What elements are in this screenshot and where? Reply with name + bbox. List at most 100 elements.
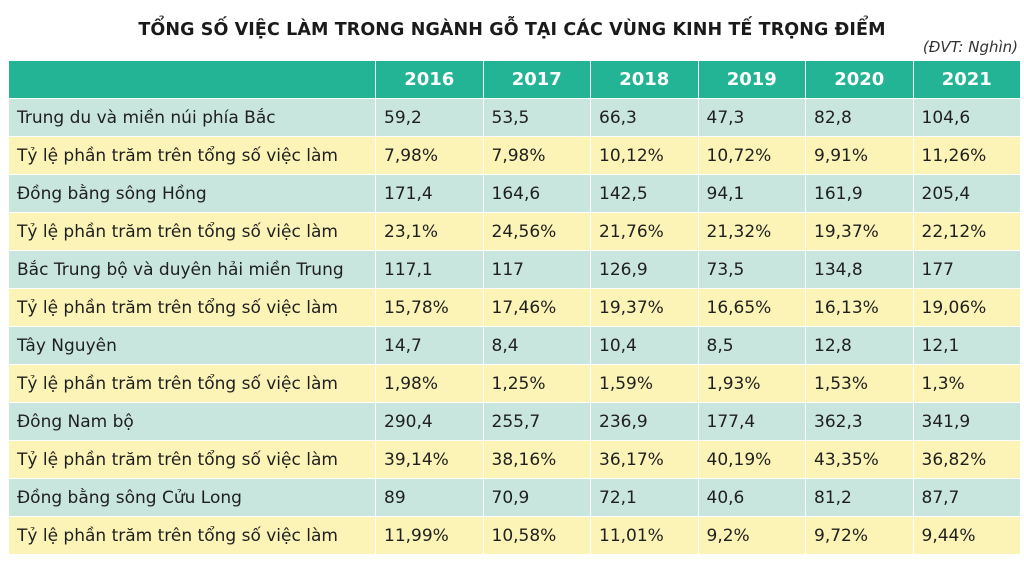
value-cell: 104,6 bbox=[912, 98, 1021, 137]
percent-row: Tỷ lệ phần trăm trên tổng số việc làm 23,… bbox=[8, 212, 1021, 251]
value-cell: 11,26% bbox=[912, 136, 1021, 175]
percent-row: Tỷ lệ phần trăm trên tổng số việc làm 1,9… bbox=[8, 364, 1021, 403]
value-cell: 17,46% bbox=[482, 288, 591, 327]
value-cell: 205,4 bbox=[912, 174, 1021, 213]
value-cell: 47,3 bbox=[697, 98, 806, 137]
value-cell: 9,44% bbox=[912, 516, 1021, 555]
value-cell: 9,72% bbox=[805, 516, 914, 555]
year-header: 2020 bbox=[805, 60, 914, 99]
row-label: Tỷ lệ phần trăm trên tổng số việc làm bbox=[8, 440, 376, 479]
row-label: Tỷ lệ phần trăm trên tổng số việc làm bbox=[8, 516, 376, 555]
value-cell: 87,7 bbox=[912, 478, 1021, 517]
value-cell: 82,8 bbox=[805, 98, 914, 137]
row-label: Tây Nguyên bbox=[8, 326, 376, 365]
year-header: 2021 bbox=[912, 60, 1021, 99]
value-cell: 10,72% bbox=[697, 136, 806, 175]
value-cell: 236,9 bbox=[590, 402, 699, 441]
region-row: Tây Nguyên 14,7 8,4 10,4 8,5 12,8 12,1 bbox=[8, 326, 1021, 365]
region-row: Đông Nam bộ 290,4 255,7 236,9 177,4 362,3 341,… bbox=[8, 402, 1021, 441]
value-cell: 53,5 bbox=[482, 98, 591, 137]
value-cell: 1,3% bbox=[912, 364, 1021, 403]
unit-note: (ĐVT: Nghìn) bbox=[922, 38, 1018, 56]
value-cell: 24,56% bbox=[482, 212, 591, 251]
value-cell: 1,25% bbox=[482, 364, 591, 403]
value-cell: 171,4 bbox=[375, 174, 484, 213]
value-cell: 117,1 bbox=[375, 250, 484, 289]
value-cell: 15,78% bbox=[375, 288, 484, 327]
value-cell: 9,2% bbox=[697, 516, 806, 555]
value-cell: 19,37% bbox=[590, 288, 699, 327]
value-cell: 11,99% bbox=[375, 516, 484, 555]
value-cell: 12,8 bbox=[805, 326, 914, 365]
value-cell: 10,4 bbox=[590, 326, 699, 365]
value-cell: 11,01% bbox=[590, 516, 699, 555]
value-cell: 126,9 bbox=[590, 250, 699, 289]
header-empty-cell bbox=[8, 60, 376, 99]
row-label: Tỷ lệ phần trăm trên tổng số việc làm bbox=[8, 212, 376, 251]
value-cell: 134,8 bbox=[805, 250, 914, 289]
year-header: 2017 bbox=[482, 60, 591, 99]
value-cell: 70,9 bbox=[482, 478, 591, 517]
value-cell: 255,7 bbox=[482, 402, 591, 441]
percent-row: Tỷ lệ phần trăm trên tổng số việc làm 7,9… bbox=[8, 136, 1021, 175]
row-label: Tỷ lệ phần trăm trên tổng số việc làm bbox=[8, 288, 376, 327]
value-cell: 142,5 bbox=[590, 174, 699, 213]
value-cell: 9,91% bbox=[805, 136, 914, 175]
value-cell: 43,35% bbox=[805, 440, 914, 479]
table-body: Trung du và miền núi phía Bắc 59,2 53,5 66,… bbox=[8, 98, 1021, 555]
region-row: Đồng bằng sông Cửu Long 89 70,9 72,1 40,6 81,… bbox=[8, 478, 1021, 517]
value-cell: 341,9 bbox=[912, 402, 1021, 441]
value-cell: 177 bbox=[912, 250, 1021, 289]
value-cell: 72,1 bbox=[590, 478, 699, 517]
region-row: Trung du và miền núi phía Bắc 59,2 53,5 66,… bbox=[8, 98, 1021, 137]
value-cell: 22,12% bbox=[912, 212, 1021, 251]
value-cell: 8,5 bbox=[697, 326, 806, 365]
value-cell: 38,16% bbox=[482, 440, 591, 479]
region-row: Bắc Trung bộ và duyên hải miền Trung 117,… bbox=[8, 250, 1021, 289]
value-cell: 23,1% bbox=[375, 212, 484, 251]
value-cell: 290,4 bbox=[375, 402, 484, 441]
header-row: 2016 2017 2018 2019 2020 2021 bbox=[8, 60, 1021, 99]
value-cell: 40,6 bbox=[697, 478, 806, 517]
percent-row: Tỷ lệ phần trăm trên tổng số việc làm 39,… bbox=[8, 440, 1021, 479]
row-label: Trung du và miền núi phía Bắc bbox=[8, 98, 376, 137]
value-cell: 21,32% bbox=[697, 212, 806, 251]
row-label: Đồng bằng sông Cửu Long bbox=[8, 478, 376, 517]
row-label: Đông Nam bộ bbox=[8, 402, 376, 441]
value-cell: 1,53% bbox=[805, 364, 914, 403]
percent-row: Tỷ lệ phần trăm trên tổng số việc làm 11,… bbox=[8, 516, 1021, 555]
value-cell: 117 bbox=[482, 250, 591, 289]
value-cell: 59,2 bbox=[375, 98, 484, 137]
value-cell: 362,3 bbox=[805, 402, 914, 441]
value-cell: 73,5 bbox=[697, 250, 806, 289]
page-title: TỔNG SỐ VIỆC LÀM TRONG NGÀNH GỖ TẠI CÁC … bbox=[138, 20, 886, 40]
value-cell: 7,98% bbox=[375, 136, 484, 175]
value-cell: 16,65% bbox=[697, 288, 806, 327]
value-cell: 19,37% bbox=[805, 212, 914, 251]
region-row: Đồng bằng sông Hồng 171,4 164,6 142,5 94,1 16… bbox=[8, 174, 1021, 213]
row-label: Bắc Trung bộ và duyên hải miền Trung bbox=[8, 250, 376, 289]
value-cell: 21,76% bbox=[590, 212, 699, 251]
value-cell: 94,1 bbox=[697, 174, 806, 213]
value-cell: 1,59% bbox=[590, 364, 699, 403]
value-cell: 40,19% bbox=[697, 440, 806, 479]
year-header: 2019 bbox=[697, 60, 806, 99]
value-cell: 19,06% bbox=[912, 288, 1021, 327]
value-cell: 89 bbox=[375, 478, 484, 517]
row-label: Tỷ lệ phần trăm trên tổng số việc làm bbox=[8, 136, 376, 175]
value-cell: 14,7 bbox=[375, 326, 484, 365]
row-label: Đồng bằng sông Hồng bbox=[8, 174, 376, 213]
value-cell: 177,4 bbox=[697, 402, 806, 441]
value-cell: 36,82% bbox=[912, 440, 1021, 479]
year-header: 2016 bbox=[375, 60, 484, 99]
value-cell: 36,17% bbox=[590, 440, 699, 479]
value-cell: 164,6 bbox=[482, 174, 591, 213]
value-cell: 10,12% bbox=[590, 136, 699, 175]
value-cell: 1,93% bbox=[697, 364, 806, 403]
value-cell: 39,14% bbox=[375, 440, 484, 479]
value-cell: 161,9 bbox=[805, 174, 914, 213]
percent-row: Tỷ lệ phần trăm trên tổng số việc làm 15,… bbox=[8, 288, 1021, 327]
row-label: Tỷ lệ phần trăm trên tổng số việc làm bbox=[8, 364, 376, 403]
year-header: 2018 bbox=[590, 60, 699, 99]
value-cell: 81,2 bbox=[805, 478, 914, 517]
